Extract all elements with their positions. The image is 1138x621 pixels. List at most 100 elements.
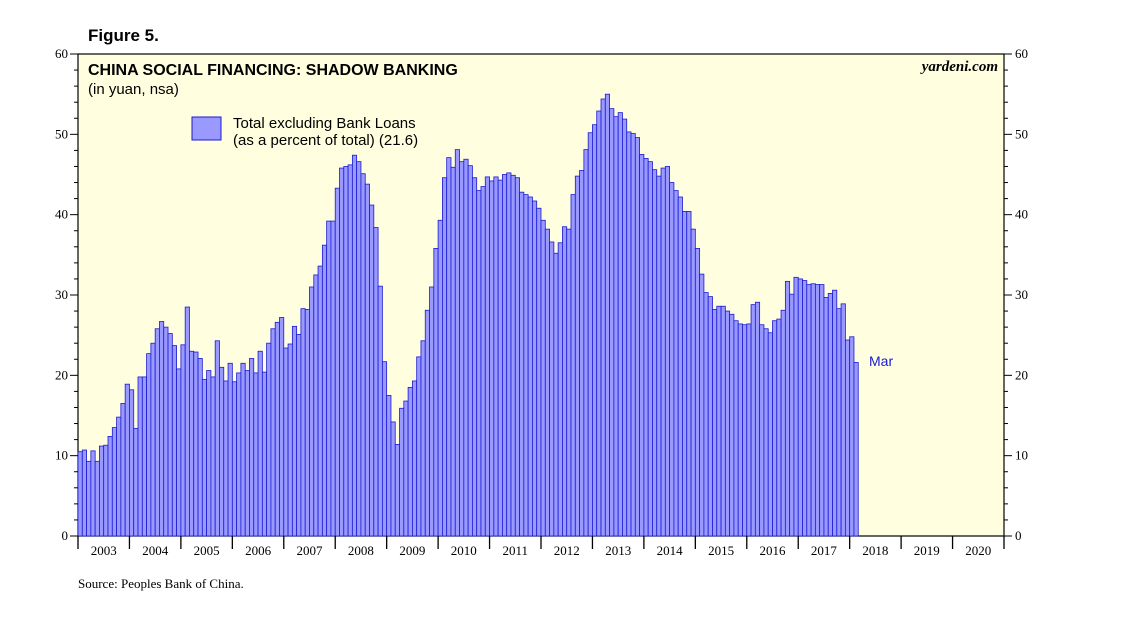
bar xyxy=(767,332,773,537)
y-tick-label-right: 40 xyxy=(1015,207,1028,222)
bar xyxy=(720,305,726,537)
bar xyxy=(141,376,147,537)
bar xyxy=(750,304,756,537)
bar xyxy=(797,278,803,537)
bar xyxy=(592,124,598,537)
bar xyxy=(600,98,606,537)
bar xyxy=(154,328,160,537)
x-tick-label: 2010 xyxy=(451,543,477,558)
y-tick-label-left: 30 xyxy=(55,287,68,302)
bar xyxy=(514,177,520,537)
bar-series xyxy=(77,93,859,537)
chart-title: CHINA SOCIAL FINANCING: SHADOW BANKING xyxy=(88,62,458,79)
y-tick-label-left: 40 xyxy=(55,207,68,222)
bar xyxy=(231,381,238,537)
bar xyxy=(737,323,743,537)
bar xyxy=(223,380,229,537)
bar xyxy=(390,421,396,537)
bar xyxy=(664,166,671,537)
bar xyxy=(120,403,126,537)
bar xyxy=(493,176,499,537)
bar xyxy=(480,186,486,537)
bar xyxy=(836,308,842,537)
bar xyxy=(793,276,799,537)
bar xyxy=(789,293,795,537)
y-tick-label-left: 50 xyxy=(55,126,68,141)
y-tick-label-right: 30 xyxy=(1015,287,1028,302)
bar xyxy=(399,407,405,537)
bar xyxy=(467,165,473,537)
bar xyxy=(780,309,786,537)
bar xyxy=(849,336,855,537)
bar xyxy=(373,227,379,537)
bar xyxy=(296,333,302,537)
bar xyxy=(527,196,533,537)
y-tick-label-right: 50 xyxy=(1015,126,1028,141)
bar xyxy=(639,154,645,537)
bar xyxy=(617,112,623,537)
bar xyxy=(270,328,276,537)
bar xyxy=(823,297,829,537)
bar xyxy=(103,444,109,537)
y-tick-label-left: 60 xyxy=(55,46,68,61)
bar xyxy=(454,149,460,537)
y-tick-label-right: 20 xyxy=(1015,367,1028,382)
x-tick-label: 2018 xyxy=(862,543,888,558)
bar xyxy=(129,389,135,537)
bar xyxy=(656,175,662,537)
bar xyxy=(287,343,293,537)
bar xyxy=(484,176,490,537)
bar xyxy=(227,362,233,537)
bar xyxy=(506,172,512,537)
y-tick-label-left: 20 xyxy=(55,367,68,382)
bar xyxy=(171,345,177,537)
bar xyxy=(643,158,649,537)
legend-line-1: Total excluding Bank Loans xyxy=(233,115,416,132)
x-tick-label: 2009 xyxy=(399,543,425,558)
bar xyxy=(690,228,696,537)
bar xyxy=(240,362,246,537)
bar xyxy=(214,340,220,537)
bar xyxy=(111,427,117,537)
bar xyxy=(257,350,263,537)
x-tick-label: 2020 xyxy=(965,543,991,558)
bar xyxy=(729,313,735,537)
bar xyxy=(596,110,602,537)
bar xyxy=(407,386,413,537)
bar xyxy=(682,211,688,537)
bar xyxy=(330,220,336,537)
bar xyxy=(377,285,383,537)
bar xyxy=(133,427,139,537)
bar xyxy=(844,339,851,537)
brand-watermark: yardeni.com xyxy=(920,59,998,75)
bar xyxy=(437,219,443,537)
last-value-annotation: Mar xyxy=(869,353,893,369)
bar xyxy=(626,131,632,537)
bar xyxy=(472,177,478,537)
bar xyxy=(523,194,529,537)
bar xyxy=(819,284,825,537)
bar xyxy=(90,450,96,537)
bar xyxy=(673,190,679,537)
bar xyxy=(446,157,452,537)
legend-line-2: (as a percent of total) (21.6) xyxy=(233,132,418,149)
y-tick-label-right: 60 xyxy=(1015,46,1028,61)
bar xyxy=(416,356,422,537)
bar xyxy=(476,190,482,537)
figure-label: Figure 5. xyxy=(88,26,159,45)
bar xyxy=(562,226,568,537)
bar xyxy=(544,228,550,537)
bar xyxy=(459,161,465,537)
bar xyxy=(403,400,409,537)
bar xyxy=(253,372,259,537)
bar xyxy=(86,460,92,537)
bar xyxy=(536,207,542,537)
bar xyxy=(394,444,400,537)
bar xyxy=(579,170,585,537)
bar xyxy=(364,183,370,537)
bar xyxy=(146,353,152,537)
bar xyxy=(754,301,761,537)
bar xyxy=(291,325,298,537)
